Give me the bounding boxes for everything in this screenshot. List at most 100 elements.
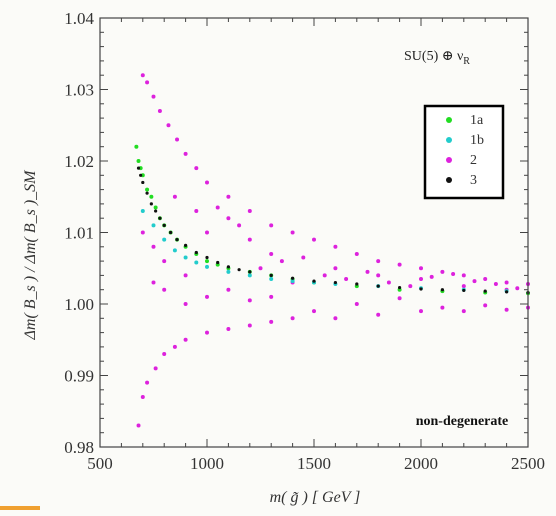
- legend-label-3: 3: [470, 173, 477, 188]
- data-point-2: [322, 273, 327, 278]
- data-point-3: [145, 191, 149, 195]
- legend: 1a 1b 2 3: [423, 104, 505, 200]
- data-point-2: [312, 237, 316, 242]
- data-point-2: [483, 303, 488, 308]
- legend-marker-1a: [446, 117, 452, 123]
- annotation-top: SU(5) ⊕ νR: [404, 49, 470, 67]
- x-tick-label: 1500: [297, 454, 331, 473]
- data-point-2: [333, 316, 338, 321]
- data-point-2: [247, 209, 252, 214]
- data-point-3: [237, 268, 241, 272]
- data-point-2: [461, 284, 466, 289]
- data-point-3: [440, 288, 444, 292]
- data-point-2: [354, 251, 359, 256]
- annotation-top-su5: SU(5) ⊕ ν: [404, 49, 463, 64]
- y-tick-label: 1.02: [64, 152, 94, 171]
- y-tick-label: 1.04: [64, 9, 94, 28]
- data-point-3: [175, 238, 179, 242]
- data-point-2: [451, 271, 456, 276]
- data-point-2: [136, 423, 141, 428]
- data-point-2: [397, 296, 402, 301]
- data-point-3: [505, 290, 509, 294]
- data-point-2: [386, 280, 391, 285]
- data-point-2: [333, 266, 338, 271]
- data-point-2: [247, 298, 252, 303]
- plot-frame: 500 1000 1500 2000 2500 0.98 0.99 1.00 1.01 1.02 1…: [64, 9, 545, 473]
- data-point-2: [440, 305, 445, 310]
- data-point-2: [162, 352, 167, 357]
- data-point-2: [269, 251, 274, 256]
- data-point-2: [151, 94, 156, 99]
- x-tick-label: 2500: [511, 454, 545, 473]
- data-point-2: [269, 319, 274, 324]
- data-point-2: [226, 194, 231, 199]
- data-point-1b: [151, 223, 156, 228]
- data-point-2: [183, 273, 188, 278]
- data-point-1a: [153, 205, 158, 210]
- data-point-2: [247, 323, 252, 328]
- data-point-1b: [290, 279, 295, 284]
- data-point-3: [355, 282, 359, 286]
- data-point-1a: [134, 144, 139, 149]
- data-point-1b: [247, 273, 252, 278]
- data-point-2: [440, 269, 445, 274]
- data-point-3: [141, 180, 145, 185]
- data-point-2: [175, 137, 180, 142]
- data-point-3: [291, 276, 295, 280]
- data-point-2: [483, 276, 488, 281]
- data-point-2: [194, 209, 199, 214]
- legend-box: [423, 104, 505, 200]
- data-point-2: [354, 302, 359, 306]
- y-tick-label: 0.99: [64, 367, 94, 386]
- data-point-2: [205, 294, 209, 299]
- data-point-2: [365, 269, 370, 274]
- data-point-1b: [183, 255, 188, 260]
- y-tick-label: 1.00: [64, 295, 94, 314]
- data-point-3: [419, 287, 423, 291]
- data-point-3: [226, 265, 230, 269]
- data-point-1b: [140, 209, 145, 214]
- data-point-2: [376, 273, 381, 278]
- x-axis-label: m( g̃ ) [ GeV ]: [270, 489, 361, 506]
- data-point-2: [419, 266, 423, 271]
- data-point-2: [151, 280, 156, 285]
- data-point-2: [145, 80, 150, 85]
- legend-label-1a: 1a: [470, 113, 484, 128]
- data-point-2: [461, 273, 466, 278]
- data-point-2: [215, 205, 220, 210]
- data-point-2: [151, 244, 156, 249]
- data-point-1a: [136, 159, 141, 163]
- data-point-3: [398, 285, 402, 290]
- data-point-1b: [162, 237, 167, 242]
- data-point-1b: [226, 269, 231, 274]
- data-point-2: [376, 259, 381, 264]
- data-point-3: [184, 243, 188, 247]
- data-point-3: [162, 223, 166, 227]
- data-point-2: [162, 259, 167, 264]
- data-point-2: [290, 316, 295, 321]
- data-point-2: [226, 287, 231, 292]
- data-point-2: [419, 276, 423, 281]
- data-point-3: [483, 289, 487, 293]
- data-point-2: [162, 287, 167, 292]
- data-point-2: [205, 180, 209, 185]
- data-point-2: [140, 394, 145, 399]
- data-point-2: [226, 216, 231, 221]
- data-point-2: [153, 366, 158, 371]
- data-point-3: [248, 270, 252, 274]
- points-layer: [134, 73, 530, 428]
- data-point-2: [226, 327, 231, 332]
- data-point-2: [419, 309, 423, 314]
- legend-label-1b: 1b: [470, 133, 484, 148]
- data-point-2: [237, 223, 242, 228]
- data-point-2: [145, 380, 150, 385]
- data-point-2: [172, 344, 177, 349]
- data-point-1b: [269, 276, 274, 281]
- data-point-2: [258, 266, 263, 271]
- data-point-2: [344, 276, 349, 281]
- data-point-2: [194, 166, 199, 171]
- y-tick-label: 1.01: [64, 224, 94, 243]
- legend-items: 1a 1b 2 3: [446, 113, 484, 188]
- data-point-1a: [205, 259, 209, 264]
- x-tick-label: 1000: [190, 454, 224, 473]
